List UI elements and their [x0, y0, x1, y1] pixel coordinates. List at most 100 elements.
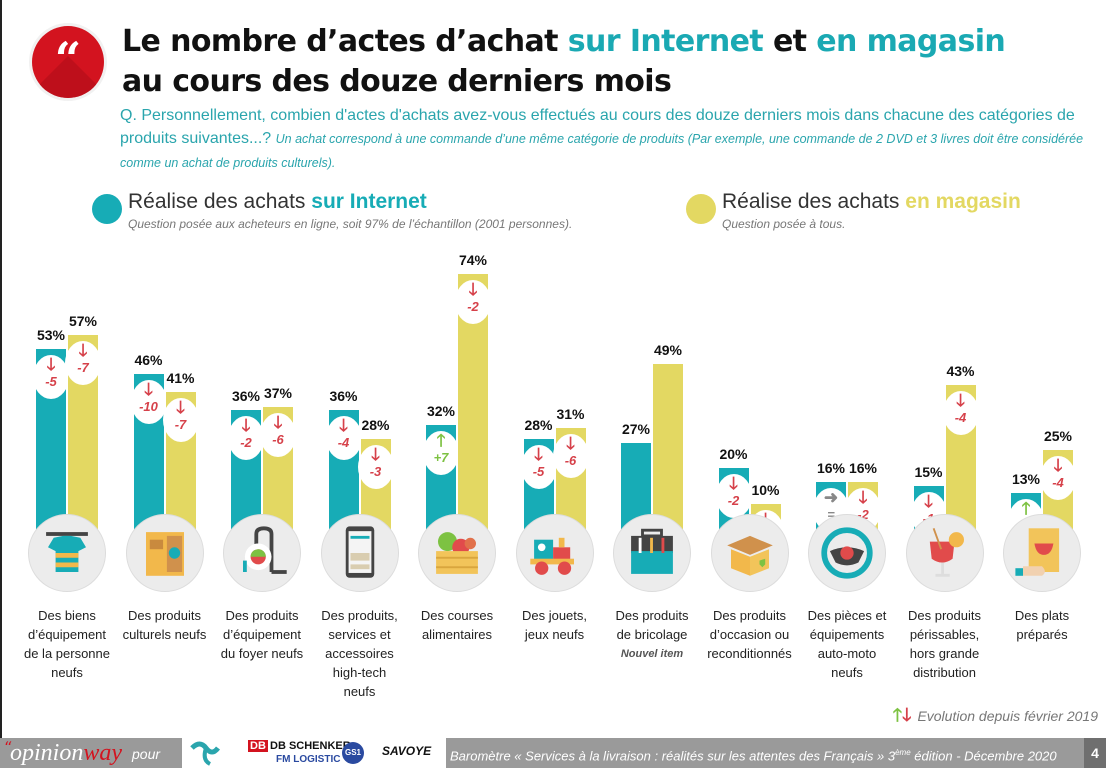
data-label: 28% — [361, 417, 390, 434]
evolution-value: -6 — [564, 453, 577, 469]
evolution-badge: 🡓 -5 — [33, 355, 69, 400]
spiles-project-logo — [190, 741, 220, 766]
category-label-line: Des produits — [225, 608, 299, 623]
category-label: Des produits périssables, hors grande distr… — [895, 606, 995, 682]
evolution-value: +7 — [433, 449, 449, 465]
db-logo: DB — [248, 740, 268, 752]
category-label-line: Des produits, — [321, 608, 398, 623]
grocery-crate-icon — [418, 514, 496, 592]
category-label: Des produits de bricolage — [602, 606, 702, 644]
data-label: 32% — [426, 402, 456, 419]
category-label-line: Des produits — [615, 608, 689, 623]
title-line-2: au cours des douze derniers mois — [122, 64, 672, 99]
evolution-value: -5 — [532, 464, 545, 480]
book-icon — [125, 514, 204, 592]
arrow-down-icon: 🡓 — [956, 391, 965, 411]
category-label-line: neufs — [343, 684, 376, 699]
category-label-line: du foyer neufs — [220, 646, 304, 661]
evolution-value: -4 — [954, 410, 967, 426]
evolution-legend: 🡑🡓 Evolution depuis février 2019 — [892, 705, 1098, 725]
category-label-line: high-tech — [332, 665, 387, 680]
evolution-value: -2 — [857, 507, 869, 523]
gs1-logo: GS1 — [342, 742, 364, 764]
data-label: 53% — [36, 327, 66, 344]
category-label: Des produits d’occasion ou reconditionnés — [700, 606, 800, 663]
title-line-1: Le nombre d’actes d’achat sur Internet e… — [122, 24, 1006, 59]
evolution-value: -2 — [727, 493, 740, 508]
partner-logos: DB DB SCHENKER FM LOGISTIC GS1 SAVOYE — [182, 738, 446, 768]
evolution-badge: 🡓 -3 — [357, 445, 394, 490]
evolution-value: -4 — [337, 435, 350, 451]
legend-internet-dot — [92, 194, 122, 224]
survey-question: Q. Personnellement, combien d'actes d'ac… — [120, 107, 1084, 170]
category-label-line: culturels neufs — [122, 627, 207, 642]
question-note: Un achat correspond à une commande d’une… — [120, 132, 1084, 170]
evolution-value: -7 — [174, 417, 187, 433]
data-label: 36% — [329, 388, 358, 405]
bar-store — [653, 363, 683, 540]
category-label-line: périssables, — [909, 627, 980, 642]
category-label-line: équipements — [809, 627, 885, 642]
evolution-value: -10 — [139, 399, 158, 415]
evolution-value: -2 — [240, 435, 252, 451]
slide-border — [0, 0, 2, 768]
arrow-down-icon: 🡓 — [241, 416, 251, 436]
arrow-down-icon: 🡓 — [729, 474, 738, 493]
category-label-line: auto-moto — [817, 646, 877, 661]
category-label-line: Des pièces et — [807, 608, 887, 623]
data-label: 41% — [166, 370, 195, 387]
category-label-line: Des produits — [128, 608, 201, 623]
category-label-line: de la personne — [23, 646, 110, 661]
data-label: 49% — [653, 341, 683, 358]
barometer-caption: Baromètre « Services à la livraison : ré… — [446, 738, 1084, 768]
opinionway-logo: “ opinionway pour — [0, 738, 182, 768]
new-item-note: Nouvel item — [620, 648, 684, 660]
arrow-down-icon: 🡓 — [858, 488, 868, 508]
data-label: 13% — [1011, 471, 1041, 488]
cocktail-icon — [905, 514, 984, 592]
arrow-down-icon: 🡓 — [468, 279, 478, 299]
category-label-line: préparés — [1016, 627, 1068, 642]
arrow-down-icon: 🡓 — [339, 416, 348, 436]
data-label: 36% — [231, 388, 261, 405]
data-label: 37% — [263, 384, 293, 401]
data-label: 57% — [68, 312, 98, 329]
category-label-line: Des produits — [908, 608, 981, 623]
data-label: 16% — [848, 460, 878, 477]
open-box-icon — [710, 514, 789, 592]
category-label-line: neufs — [51, 665, 83, 680]
evolution-badge: 🡓 -4 — [942, 391, 979, 436]
arrow-down-icon: 🡓 — [273, 412, 283, 432]
evolution-badge: 🡓 -4 — [325, 416, 362, 461]
page-number: 4 — [1084, 738, 1106, 768]
page-title: Le nombre d’actes d’achat sur Internet e… — [122, 22, 1006, 102]
evolution-badge: 🡓 -6 — [260, 412, 296, 457]
takeaway-food-icon — [1003, 514, 1081, 592]
data-label: 31% — [556, 406, 585, 423]
arrow-down-icon: 🡓 — [534, 445, 543, 465]
evolution-badge: 🡑 +7 — [423, 430, 459, 475]
category-label: Des courses alimentaires — [407, 606, 507, 644]
category-label-line: Des biens — [38, 608, 96, 623]
category-label-line: jeux neufs — [524, 627, 585, 642]
category-label: Des plats préparés — [992, 606, 1092, 644]
category-label-line: accessoires — [325, 646, 394, 661]
data-label: 46% — [134, 352, 163, 369]
evolution-value: -2 — [467, 298, 479, 314]
arrow-down-icon: 🡓 — [46, 355, 56, 375]
quote-icon: “ — [32, 26, 104, 98]
category-label-line: Des courses — [420, 608, 494, 623]
arrow-down-icon: 🡓 — [1053, 456, 1063, 475]
data-label: 25% — [1043, 428, 1073, 444]
data-label: 74% — [458, 251, 488, 268]
category-label: Des pièces et équipements auto-moto neufs — [797, 606, 897, 682]
evolution-badge: 🡓 -2 — [715, 474, 752, 518]
evolution-badge: 🡓 -10 — [130, 380, 167, 425]
arrow-down-icon: 🡓 — [902, 705, 912, 725]
legend-store-dot — [686, 194, 716, 224]
evolution-badge: 🡓 -7 — [162, 398, 199, 443]
evolution-badge: 🡓 -6 — [552, 434, 589, 479]
evolution-value: -7 — [77, 359, 89, 375]
evolution-value: = — [827, 507, 835, 523]
arrow-down-icon: 🡓 — [371, 445, 380, 465]
